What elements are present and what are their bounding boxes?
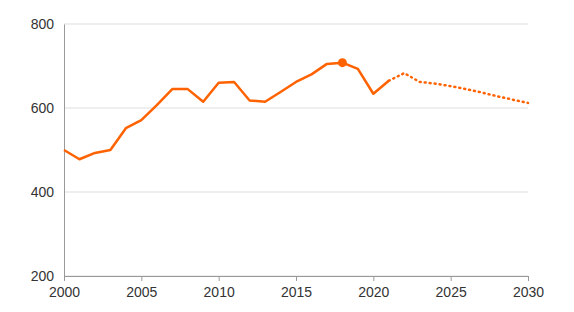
x-tick: 2020 xyxy=(358,276,389,300)
grid-line xyxy=(64,24,528,25)
x-axis: 2000 2005 2010 2015 2020 2025 2030 xyxy=(49,276,544,300)
x-tick-mark xyxy=(528,276,529,281)
x-tick: 2000 xyxy=(49,276,80,300)
series-marker xyxy=(338,58,347,67)
grid-line xyxy=(64,192,528,193)
grid-line xyxy=(64,108,528,109)
x-tick-label: 2030 xyxy=(513,284,544,300)
y-tick: 600 xyxy=(31,100,64,116)
y-tick: 800 xyxy=(31,16,64,32)
x-tick-label: 2000 xyxy=(49,284,80,300)
y-tick: 400 xyxy=(31,184,64,200)
x-tick-mark xyxy=(141,276,142,281)
series-line xyxy=(64,63,389,160)
y-tick-label: 400 xyxy=(31,184,55,200)
plot: 200 400 600 800 2000 2005 2010 2015 2020 2025 2030 xyxy=(31,16,545,300)
x-tick-label: 2020 xyxy=(358,284,389,300)
x-tick: 2005 xyxy=(126,276,157,300)
x-axis-line xyxy=(65,277,529,282)
x-tick: 2030 xyxy=(513,276,544,300)
grid xyxy=(64,24,528,276)
x-tick-mark xyxy=(219,276,220,281)
y-tick-label: 800 xyxy=(31,16,55,32)
x-tick-label: 2010 xyxy=(204,284,235,300)
y-tick: 200 xyxy=(31,268,64,284)
chart: 200 400 600 800 2000 2005 2010 2015 2020 2025 2030 xyxy=(0,0,574,312)
x-tick: 2010 xyxy=(204,276,235,300)
y-axis: 200 400 600 800 xyxy=(31,16,65,284)
marks xyxy=(64,58,528,159)
x-tick-mark xyxy=(451,276,452,281)
series-line xyxy=(389,73,528,103)
x-tick-mark xyxy=(296,276,297,281)
x-tick-mark xyxy=(373,276,374,281)
x-tick-label: 2025 xyxy=(436,284,467,300)
x-tick-label: 2005 xyxy=(126,284,157,300)
x-tick-label: 2015 xyxy=(281,284,312,300)
y-tick-label: 200 xyxy=(31,268,55,284)
x-tick: 2015 xyxy=(281,276,312,300)
x-tick: 2025 xyxy=(436,276,467,300)
x-tick-mark xyxy=(64,276,65,281)
y-tick-label: 600 xyxy=(31,100,55,116)
